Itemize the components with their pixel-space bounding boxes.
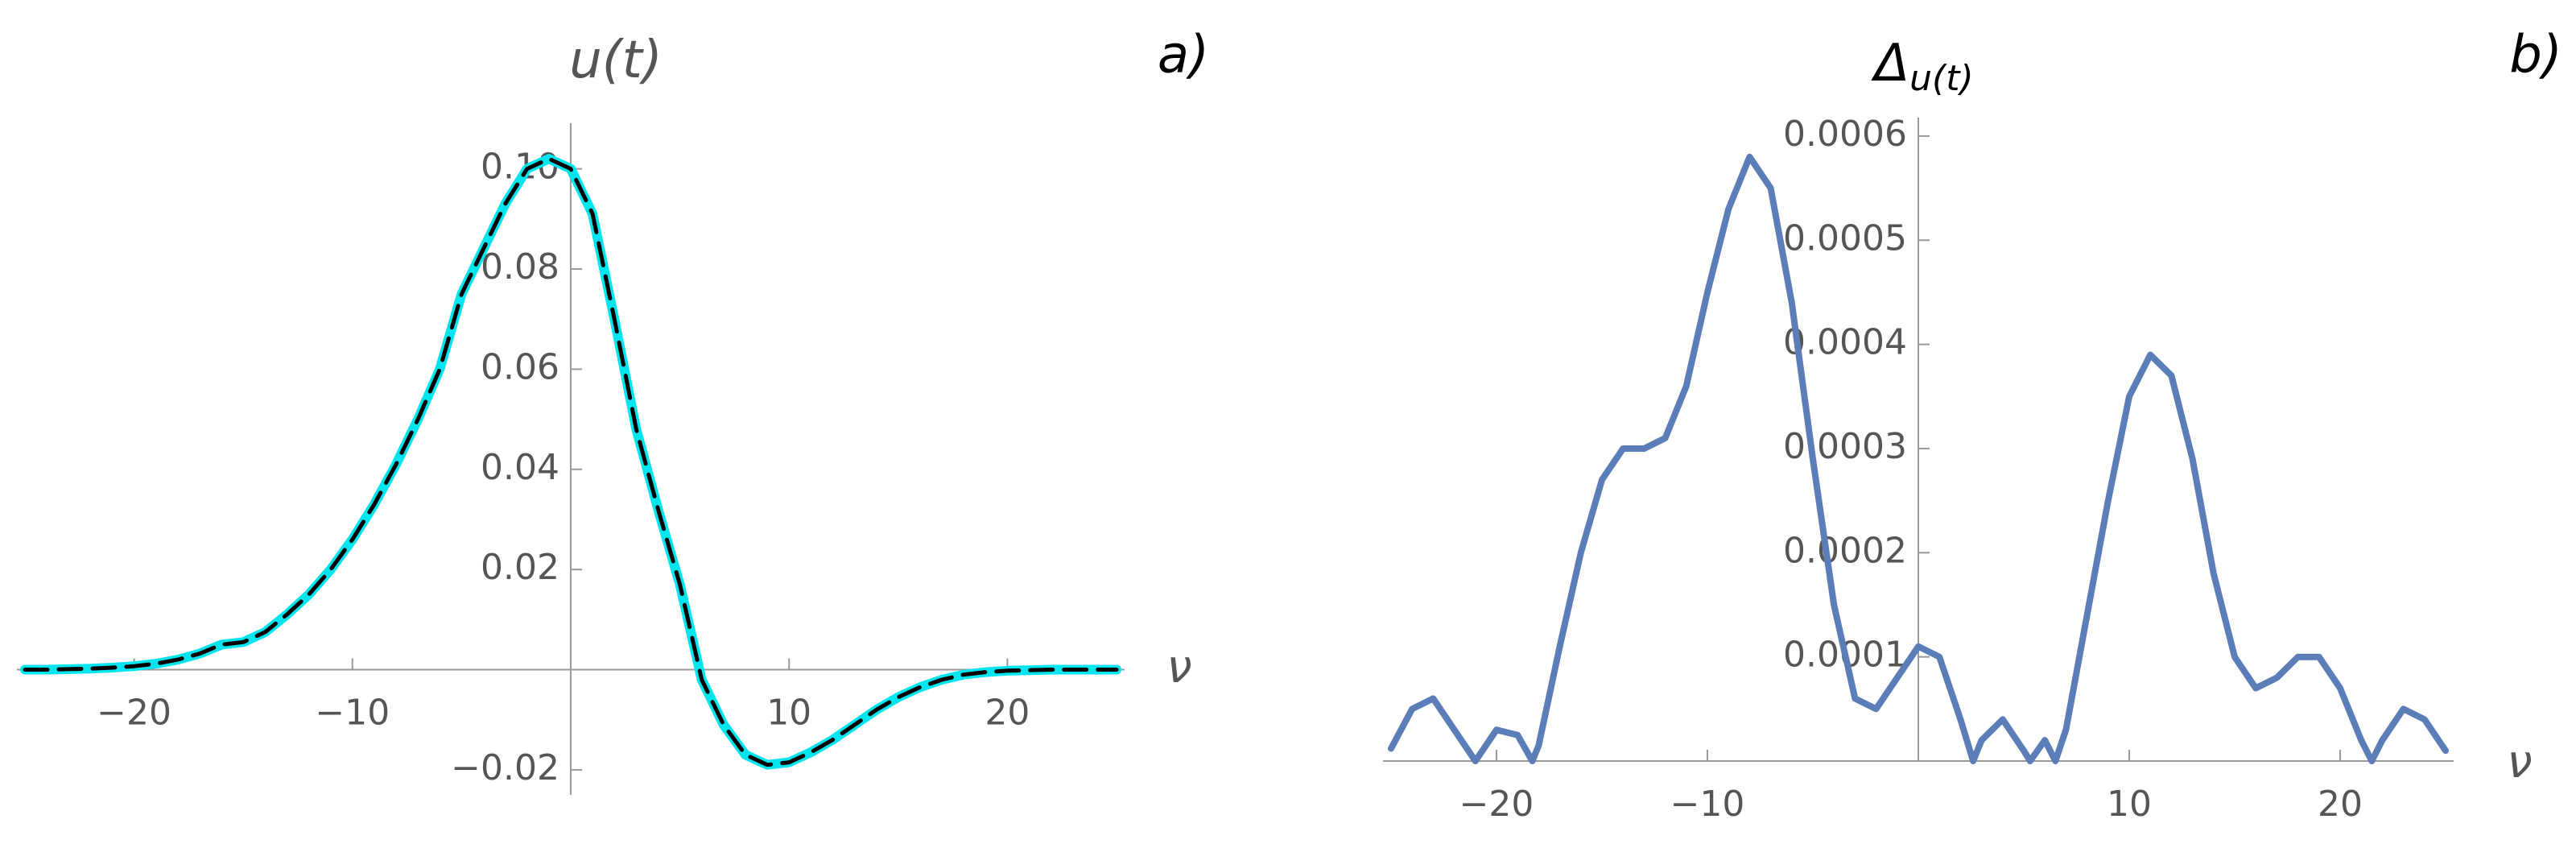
y-tick-label: 0.0006 — [1783, 114, 1907, 155]
x-axis-label: ν — [1166, 641, 1191, 693]
y-tick-label: 0.0005 — [1783, 217, 1907, 259]
panel-label: a) — [1158, 26, 1209, 85]
x-tick-label: 20 — [985, 693, 1030, 734]
x-tick-label: 10 — [766, 693, 811, 734]
data-line — [23, 156, 1119, 767]
x-tick-label: −20 — [1459, 784, 1534, 825]
y-tick-label: 0.0002 — [1783, 530, 1907, 571]
y-tick-label: 0.02 — [481, 547, 559, 588]
x-tick-label: −10 — [315, 693, 390, 734]
chart-title: Δu(t) — [1870, 34, 1973, 99]
y-tick-label: 0.04 — [481, 447, 559, 488]
x-axis-label: ν — [2507, 736, 2532, 788]
y-tick-label: −0.02 — [451, 747, 559, 788]
y-tick-label: 0.06 — [481, 346, 559, 387]
title-main: Δ — [1870, 34, 1909, 93]
title-main: u(t) — [569, 31, 663, 90]
x-tick-label: 10 — [2107, 784, 2152, 825]
data-line — [1388, 153, 2449, 764]
x-tick-label: 20 — [2318, 784, 2363, 825]
panel-label: b) — [2509, 26, 2562, 85]
y-tick-label: 0.08 — [481, 246, 559, 288]
chart-title: u(t) — [569, 31, 663, 90]
x-tick-label: −20 — [97, 693, 171, 734]
y-tick-label: 0.0003 — [1783, 426, 1907, 467]
title-subscript: u(t) — [1909, 58, 1973, 99]
x-tick-label: −10 — [1670, 784, 1745, 825]
y-tick-label: 0.0004 — [1783, 322, 1907, 363]
